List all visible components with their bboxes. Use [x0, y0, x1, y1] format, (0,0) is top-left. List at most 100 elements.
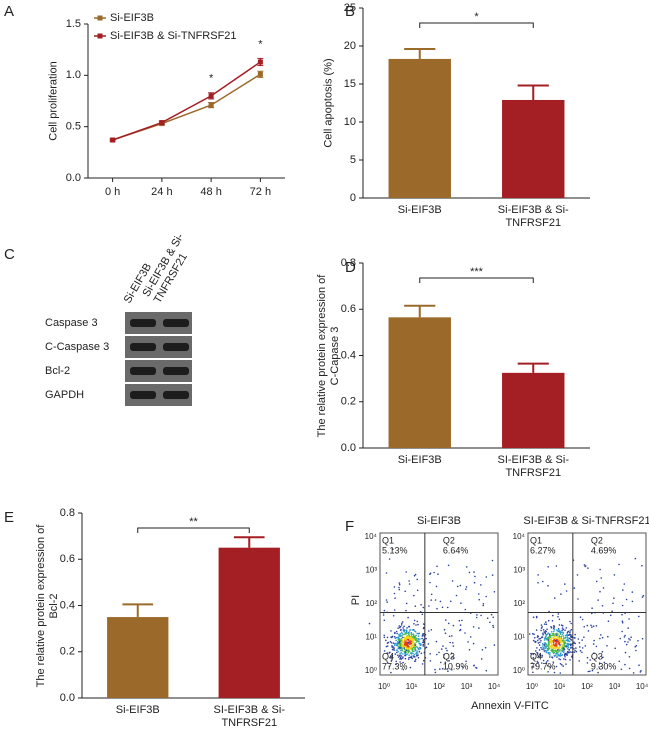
- event-dot: [434, 599, 437, 601]
- event-dot: [547, 566, 549, 568]
- event-dot: [532, 632, 534, 635]
- event-dot: [627, 641, 629, 643]
- series-line: [112, 73, 261, 141]
- event-dot: [628, 618, 630, 620]
- event-dot: [399, 635, 402, 637]
- blot-band: [130, 319, 156, 327]
- event-dot: [397, 650, 400, 653]
- event-dot: [556, 634, 558, 636]
- event-dot: [591, 626, 593, 628]
- event-dot: [441, 667, 444, 670]
- event-dot: [407, 616, 409, 619]
- event-dot: [537, 635, 539, 638]
- event-dot: [420, 644, 422, 646]
- event-dot: [624, 640, 626, 643]
- event-dot: [592, 625, 595, 627]
- event-dot: [390, 660, 393, 662]
- event-dot: [627, 627, 629, 629]
- event-dot: [399, 625, 402, 628]
- event-dot: [559, 644, 561, 646]
- event-dot: [544, 630, 547, 632]
- event-dot: [404, 590, 407, 593]
- event-dot: [629, 639, 631, 641]
- event-dot: [421, 635, 424, 637]
- event-dot: [383, 609, 386, 612]
- event-dot: [453, 657, 455, 659]
- y-tick-label: 10³: [513, 566, 525, 575]
- x-tick-label: 10³: [461, 682, 473, 691]
- event-dot: [542, 632, 544, 635]
- event-dot: [459, 624, 462, 626]
- blot-strip: [125, 384, 192, 406]
- event-dot: [600, 634, 602, 636]
- event-dot: [400, 624, 403, 626]
- event-dot: [391, 654, 394, 657]
- y-tick-label: 1.0: [66, 69, 81, 81]
- event-dot: [573, 642, 575, 644]
- event-dot: [400, 658, 402, 660]
- event-dot: [589, 670, 591, 673]
- event-dot: [419, 646, 421, 649]
- event-dot: [447, 622, 450, 625]
- event-dot: [599, 568, 601, 571]
- x-tick-label: 10⁴: [488, 682, 501, 691]
- x-tick-label: 72 h: [250, 186, 271, 198]
- event-dot: [632, 672, 635, 674]
- event-dot: [546, 647, 549, 650]
- event-dot: [443, 656, 445, 659]
- event-dot: [565, 663, 567, 665]
- event-dot: [448, 659, 450, 662]
- y-axis-label: PI: [350, 595, 362, 605]
- event-dot: [561, 643, 563, 645]
- quadrant-name: Q3: [443, 651, 455, 661]
- y-tick-label: 0.2: [60, 646, 75, 658]
- event-dot: [545, 661, 548, 663]
- x-tick-label: 10³: [609, 682, 621, 691]
- event-dot: [559, 649, 561, 651]
- event-dot: [475, 616, 478, 619]
- y-tick-label: 10⁴: [365, 532, 378, 541]
- event-dot: [412, 644, 415, 646]
- event-dot: [417, 640, 419, 642]
- event-dot: [552, 641, 555, 644]
- quadrant-value: 5.13%: [382, 545, 408, 555]
- event-dot: [390, 655, 392, 658]
- event-dot: [386, 601, 389, 603]
- event-dot: [542, 642, 544, 645]
- event-dot: [542, 633, 544, 636]
- point: [159, 120, 165, 126]
- event-dot: [428, 605, 430, 607]
- event-dot: [383, 634, 386, 637]
- event-dot: [400, 652, 403, 654]
- event-dot: [559, 655, 561, 657]
- event-dot: [567, 640, 569, 642]
- event-dot: [473, 571, 475, 573]
- event-dot: [400, 629, 402, 631]
- event-dot: [598, 550, 601, 552]
- event-dot: [419, 638, 421, 640]
- quadrant-name: Q4: [382, 651, 394, 661]
- event-dot: [553, 630, 555, 633]
- event-dot: [569, 631, 571, 634]
- event-dot: [411, 650, 414, 653]
- event-dot: [413, 653, 416, 656]
- event-dot: [422, 659, 425, 662]
- event-dot: [550, 649, 552, 652]
- event-dot: [394, 642, 397, 645]
- event-dot: [554, 597, 556, 599]
- event-dot: [536, 660, 539, 663]
- event-dot: [445, 619, 447, 621]
- quadrant-value: 6.27%: [530, 545, 556, 555]
- event-dot: [482, 603, 485, 605]
- event-dot: [418, 650, 421, 653]
- event-dot: [407, 643, 409, 645]
- event-dot: [628, 638, 630, 640]
- event-dot: [587, 670, 590, 673]
- event-dot: [538, 649, 541, 651]
- y-axis-label: The relative protein expression of C-Cap…: [316, 274, 341, 437]
- y-tick-label: 0: [350, 192, 356, 204]
- event-dot: [392, 648, 394, 651]
- event-dot: [408, 625, 410, 628]
- event-dot: [413, 648, 416, 650]
- event-dot: [451, 656, 453, 659]
